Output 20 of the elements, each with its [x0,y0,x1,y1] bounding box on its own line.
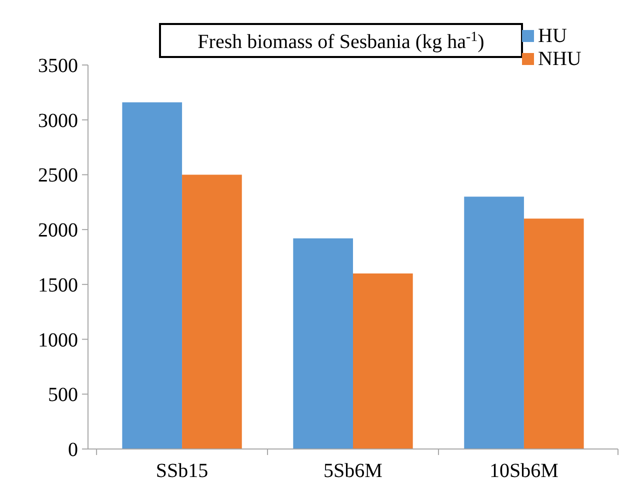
bar [464,196,524,449]
bar [353,273,413,449]
y-tick-label: 1000 [38,329,78,352]
bar [293,238,353,449]
legend-label: HU [538,25,568,47]
bar [524,218,584,449]
chart-title: Fresh biomass of Sesbania (kg ha$^{-1}$) [198,30,484,53]
y-tick-label: 3000 [38,110,78,132]
y-tick-label: 500 [48,384,78,406]
x-tick-label: 10Sb6M [490,460,559,480]
x-tick-label: SSb15 [156,460,208,480]
y-tick-label: 2500 [38,164,78,187]
y-tick-label: 1500 [38,274,78,296]
legend-label: NHU [538,48,582,70]
bar [122,102,182,449]
bar [182,174,242,449]
y-tick-label: 2000 [38,220,78,242]
y-tick-label: 3500 [38,55,78,77]
y-tick-label: 0 [68,439,78,461]
x-tick-label: 5Sb6M [324,460,383,480]
